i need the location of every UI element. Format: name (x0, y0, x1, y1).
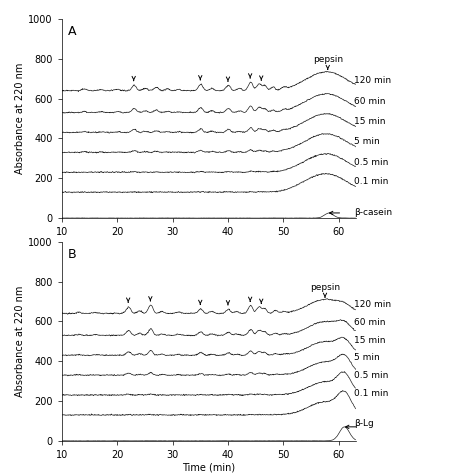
Text: pepsin: pepsin (310, 283, 340, 297)
Text: 0.1 min: 0.1 min (355, 177, 389, 186)
Y-axis label: Absorbance at 220 nm: Absorbance at 220 nm (15, 63, 25, 174)
X-axis label: Time (min): Time (min) (182, 463, 235, 473)
Text: 15 min: 15 min (355, 117, 386, 126)
Text: 60 min: 60 min (355, 319, 386, 328)
Text: β-casein: β-casein (355, 208, 392, 217)
Y-axis label: Absorbance at 220 nm: Absorbance at 220 nm (15, 286, 25, 397)
Text: 120 min: 120 min (355, 300, 392, 309)
Text: 0.1 min: 0.1 min (355, 389, 389, 398)
Text: B: B (67, 248, 76, 261)
Text: pepsin: pepsin (313, 55, 343, 69)
Text: 60 min: 60 min (355, 97, 386, 106)
Text: 0.5 min: 0.5 min (355, 371, 389, 380)
Text: A: A (67, 25, 76, 38)
Text: 15 min: 15 min (355, 336, 386, 345)
Text: β-Lg: β-Lg (355, 419, 374, 428)
Text: 5 min: 5 min (355, 353, 380, 362)
Text: 120 min: 120 min (355, 75, 392, 84)
Text: 0.5 min: 0.5 min (355, 157, 389, 166)
Text: 5 min: 5 min (355, 137, 380, 146)
